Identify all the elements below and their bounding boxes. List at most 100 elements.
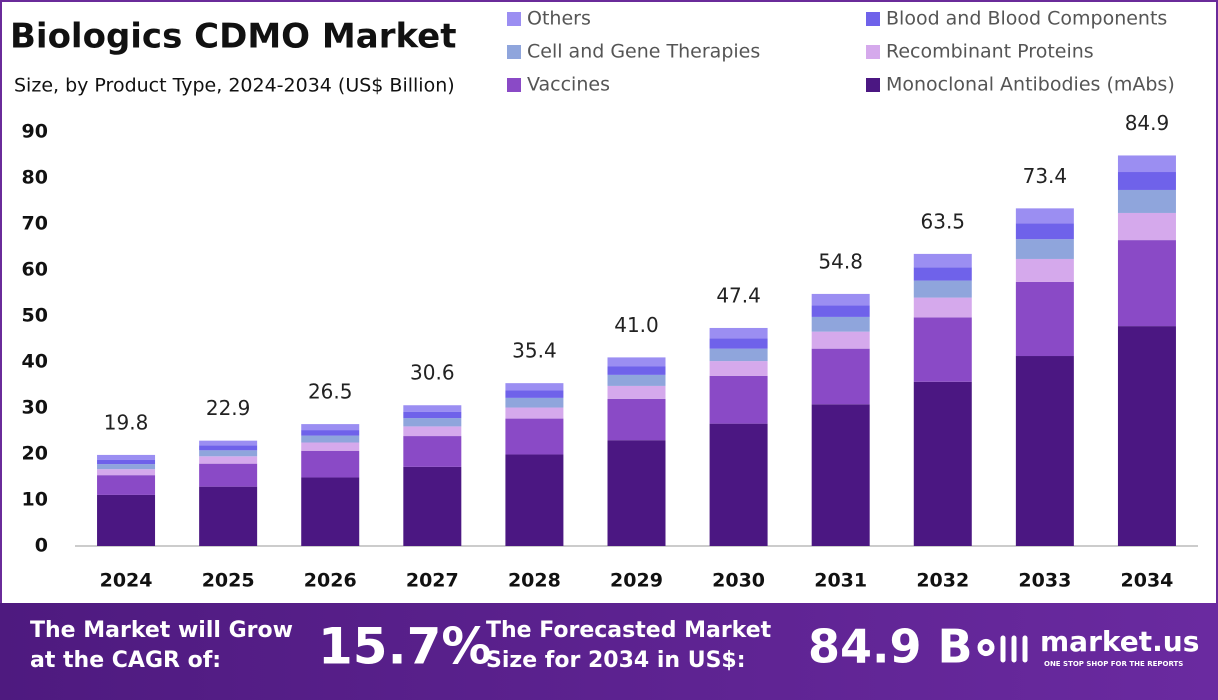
bar-segment bbox=[913, 267, 972, 281]
bar-segment bbox=[403, 436, 462, 467]
bar-segment bbox=[1015, 208, 1074, 224]
bar-segment bbox=[301, 424, 360, 431]
bar-segment bbox=[505, 397, 564, 408]
bar-segment bbox=[811, 316, 870, 332]
bar-segment bbox=[709, 361, 768, 376]
bar-segment bbox=[199, 450, 258, 457]
bar-segment bbox=[709, 338, 768, 349]
y-tick-label: 30 bbox=[22, 397, 48, 419]
y-tick-label: 10 bbox=[22, 489, 48, 511]
bar-segment bbox=[913, 317, 972, 382]
bar-segment bbox=[505, 390, 564, 398]
bar-segment bbox=[1015, 223, 1074, 240]
legend-swatch bbox=[507, 12, 521, 26]
bar-segment bbox=[811, 331, 870, 349]
bar-segment bbox=[199, 456, 258, 464]
y-tick-label: 0 bbox=[35, 535, 48, 557]
x-tick-label: 2029 bbox=[610, 570, 663, 592]
bar-segment bbox=[97, 459, 156, 465]
bar-segment bbox=[709, 375, 768, 424]
bar-segment bbox=[301, 442, 360, 451]
bar-segment bbox=[607, 374, 666, 386]
legend-swatch bbox=[866, 45, 880, 59]
bar-segment bbox=[403, 426, 462, 437]
total-label: 19.8 bbox=[104, 410, 149, 434]
legend-swatch bbox=[866, 12, 880, 26]
chart-subtitle: Size, by Product Type, 2024-2034 (US$ Bi… bbox=[14, 75, 455, 97]
x-tick-label: 2028 bbox=[508, 570, 561, 592]
bar-segment bbox=[1117, 240, 1176, 327]
total-label: 26.5 bbox=[308, 380, 353, 404]
legend-label: Cell and Gene Therapies bbox=[527, 41, 760, 63]
total-label: 84.9 bbox=[1125, 111, 1170, 135]
legend-swatch bbox=[507, 78, 521, 92]
bar-segment bbox=[811, 305, 870, 317]
legend-label: Vaccines bbox=[527, 74, 610, 96]
bar-segment bbox=[1015, 239, 1074, 259]
bar-segment bbox=[199, 445, 258, 451]
bar-segment bbox=[607, 398, 666, 441]
y-tick-label: 20 bbox=[22, 443, 48, 465]
total-label: 63.5 bbox=[921, 209, 966, 233]
x-tick-label: 2024 bbox=[100, 570, 153, 592]
cagr-text: The Market will Grow at the CAGR of: bbox=[30, 618, 293, 673]
bar-segment bbox=[97, 475, 156, 495]
bar-segment bbox=[1117, 212, 1176, 241]
cagr-value: 15.7% bbox=[318, 618, 491, 676]
y-tick-label: 80 bbox=[22, 167, 48, 189]
bar-segment bbox=[1117, 326, 1176, 546]
x-tick-label: 2026 bbox=[304, 570, 357, 592]
cagr-box: The Market will Grow at the CAGR of: bbox=[30, 618, 293, 673]
bar-segment bbox=[301, 430, 360, 436]
bar-segment bbox=[97, 469, 156, 476]
bar-segment bbox=[913, 280, 972, 298]
bar-segment bbox=[607, 357, 666, 367]
logo-icon bbox=[977, 635, 1028, 663]
x-tick-label: 2027 bbox=[406, 570, 459, 592]
bar-segment bbox=[913, 297, 972, 318]
bar-segment bbox=[301, 477, 360, 546]
footer: The Market will Grow at the CAGR of: 15.… bbox=[30, 618, 1199, 676]
bar-segment bbox=[811, 404, 870, 546]
total-label: 54.8 bbox=[818, 249, 863, 273]
bar-segment bbox=[199, 486, 258, 546]
bar-segment bbox=[1117, 155, 1176, 173]
bar-segment bbox=[1117, 172, 1176, 190]
bar-segment bbox=[505, 418, 564, 455]
bar-segment bbox=[97, 494, 156, 546]
x-tick-label: 2032 bbox=[916, 570, 969, 592]
bar-segment bbox=[403, 418, 462, 427]
bar-segment bbox=[97, 454, 156, 460]
bar-segment bbox=[709, 327, 768, 339]
bar-segment bbox=[709, 348, 768, 362]
bar-segment bbox=[607, 366, 666, 375]
total-label: 41.0 bbox=[614, 313, 659, 337]
x-tick-label: 2031 bbox=[814, 570, 867, 592]
y-tick-label: 50 bbox=[22, 305, 48, 327]
y-tick-label: 70 bbox=[22, 213, 48, 235]
bar-segment bbox=[607, 385, 666, 399]
legend-swatch bbox=[866, 78, 880, 92]
forecast-value: 84.9 B bbox=[808, 620, 973, 674]
x-tick-label: 2034 bbox=[1121, 570, 1174, 592]
bar-segment bbox=[199, 440, 258, 446]
legend-label: Recombinant Proteins bbox=[886, 41, 1094, 63]
brand: market.us bbox=[1040, 625, 1199, 658]
bar-segment bbox=[1117, 189, 1176, 213]
bar-segment bbox=[913, 253, 972, 268]
bar-segment bbox=[403, 466, 462, 546]
x-tick-label: 2033 bbox=[1018, 570, 1071, 592]
bar-segment bbox=[199, 463, 258, 487]
bar-segment bbox=[1015, 356, 1074, 546]
total-label: 73.4 bbox=[1023, 164, 1068, 188]
bar-segment bbox=[913, 381, 972, 546]
bar-segment bbox=[1015, 258, 1074, 282]
bar-segment bbox=[301, 435, 360, 443]
bar-segment bbox=[811, 293, 870, 306]
forecast-text: The Forecasted Market Size for 2034 in U… bbox=[486, 618, 772, 673]
total-label: 22.9 bbox=[206, 396, 251, 420]
y-tick-label: 40 bbox=[22, 351, 48, 373]
